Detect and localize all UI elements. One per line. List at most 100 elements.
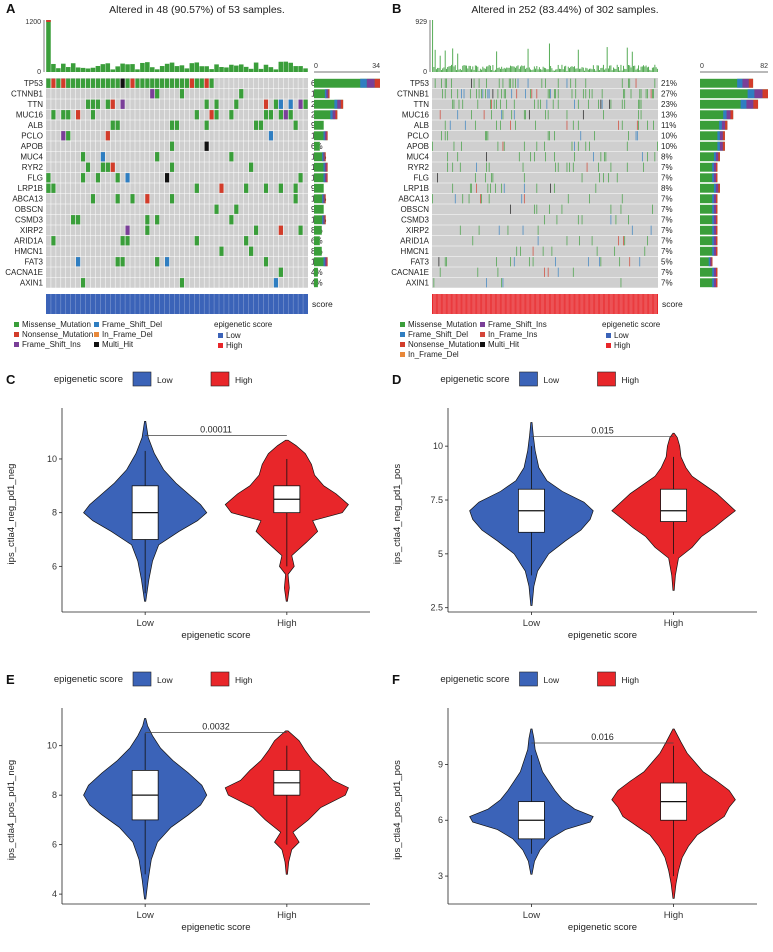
legend-label: Frame_Shift_Ins — [488, 320, 547, 329]
tmb-bar — [557, 64, 559, 72]
mutation-cell — [434, 78, 436, 88]
gene-percent: 7% — [661, 216, 673, 225]
mutation-cell — [624, 89, 626, 99]
gene-label: APOB — [407, 142, 429, 151]
mutation-cell — [508, 78, 510, 88]
tmb-bar — [169, 62, 175, 72]
gene-percent: 8% — [661, 184, 673, 193]
mutation-cell — [278, 110, 283, 120]
mutation-cell — [531, 89, 533, 99]
tmb-bar — [493, 70, 495, 72]
mutation-cell — [589, 141, 590, 151]
tmb-bar — [438, 67, 440, 72]
x-tick-label: High — [664, 618, 684, 629]
mutation-cell — [130, 194, 135, 204]
mutation-cell — [248, 162, 254, 172]
tmb-bar — [515, 67, 516, 72]
mutation-cell — [229, 152, 234, 162]
mutation-cell — [640, 99, 642, 109]
mutation-cell — [120, 99, 125, 109]
x-tick-label: Low — [136, 618, 154, 629]
mutation-cell — [447, 152, 449, 162]
mutation-cell — [534, 99, 535, 109]
tmb-bar — [624, 68, 626, 72]
tmb-bar — [263, 64, 269, 72]
mutation-cell — [593, 152, 594, 162]
tmb-bar — [248, 68, 254, 72]
mutation-cell — [615, 215, 617, 225]
x-tick-label: High — [277, 618, 297, 629]
mutation-cell — [549, 131, 550, 141]
mutation-cell — [518, 152, 520, 162]
tmb-bar — [594, 69, 596, 72]
mutation-cell — [229, 110, 234, 120]
legend-swatch — [519, 671, 538, 687]
side-bar-segment — [717, 141, 720, 151]
mutation-cell — [288, 99, 293, 109]
mutation-cell — [66, 78, 71, 88]
tmb-bar — [651, 67, 653, 72]
tmb-bar — [510, 65, 511, 72]
tmb-bar — [243, 66, 249, 72]
tmb-bar — [194, 62, 200, 72]
gene-label: MUC4 — [20, 153, 43, 162]
mutation-cell — [239, 89, 244, 99]
gene-label: XIRP2 — [20, 226, 44, 235]
mutation-cell — [452, 162, 454, 172]
tmb-bar — [555, 69, 557, 72]
legend-swatch — [94, 342, 99, 347]
mutation-cell — [547, 110, 549, 120]
mutation-cell — [229, 215, 234, 225]
mutation-cell — [505, 89, 506, 99]
mutation-cell — [620, 278, 622, 288]
mutation-cell — [532, 257, 534, 267]
y-axis-label: ips_ctla4_pos_pd1_neg — [6, 760, 17, 860]
legend-swatch — [480, 332, 485, 337]
mutation-cell — [618, 120, 619, 130]
mutation-cell — [503, 183, 505, 193]
tmb-bar — [610, 65, 612, 72]
tmb-bar — [533, 66, 535, 72]
mutation-cell — [80, 152, 86, 162]
gene-label: CACNA1E — [391, 268, 429, 277]
tmb-bar — [120, 63, 125, 72]
mutation-cell — [159, 78, 165, 88]
mutation-cell — [620, 204, 622, 214]
mutation-cell — [164, 173, 170, 183]
mutation-cell — [488, 162, 490, 172]
mutation-cell — [278, 99, 283, 109]
tmb-bar — [140, 62, 145, 72]
gene-label: FLG — [413, 174, 429, 183]
mutation-cell — [515, 78, 516, 88]
mutation-cell — [557, 162, 559, 172]
mutation-cell — [513, 99, 515, 109]
tmb-bar — [496, 51, 498, 72]
side-bar-segment — [324, 152, 326, 162]
tmb-bar — [553, 70, 555, 72]
mutation-cell — [522, 162, 524, 172]
tmb-bar — [556, 69, 558, 72]
mutation-cell — [75, 215, 81, 225]
tmb-bar — [522, 66, 524, 72]
mutation-cell — [61, 110, 66, 120]
mutation-cell — [471, 183, 472, 193]
side-bar-segment — [324, 194, 326, 204]
side-bar — [700, 257, 713, 267]
mutation-cell — [496, 257, 497, 267]
mutation-cell — [278, 225, 283, 235]
side-bar — [314, 99, 344, 109]
mutation-cell — [263, 257, 269, 267]
side-bar-segment — [323, 131, 325, 141]
mutation-cell — [579, 236, 580, 246]
mutation-cell — [474, 120, 476, 130]
legend-label: In_Frame_Del — [102, 330, 153, 339]
side-bar-segment — [328, 89, 330, 99]
mutation-cell — [125, 78, 130, 88]
tmb-bar — [443, 67, 445, 72]
gene-label: TP53 — [410, 79, 430, 88]
mutation-cell — [566, 120, 568, 130]
tmb-bar — [283, 61, 289, 72]
tmb-bar — [458, 69, 460, 72]
side-bar-segment — [326, 257, 328, 267]
score-bar-label: score — [662, 299, 683, 309]
